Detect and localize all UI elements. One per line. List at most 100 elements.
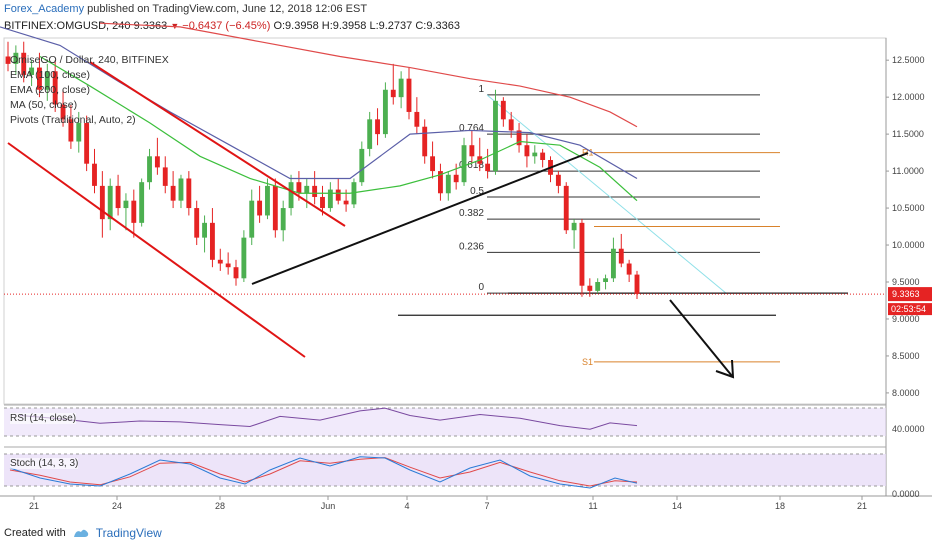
candle-body: [84, 123, 90, 164]
forecast-arrow-head: [715, 359, 735, 379]
candle-body: [272, 185, 278, 231]
candle-body: [438, 171, 443, 194]
candle-body: [265, 185, 270, 216]
tradingview-brand-link[interactable]: TradingView: [95, 526, 162, 540]
forecast-arrow-line: [669, 299, 733, 377]
price-tick-label: 8.0000: [892, 388, 920, 398]
candle-body: [99, 185, 105, 220]
ascending-trendline: [251, 152, 589, 285]
candle-body: [37, 67, 42, 90]
created-with-text: Created with: [4, 527, 66, 539]
fib-level-label: 0.382: [459, 208, 484, 219]
candle-body: [571, 222, 577, 231]
candle-body: [68, 119, 74, 142]
fib-level-label: 0: [478, 282, 484, 293]
fib-level-label: 0.618: [459, 160, 484, 171]
candle-body: [304, 185, 310, 194]
time-tick-label: 11: [588, 501, 597, 511]
drawings: [7, 61, 735, 379]
candle-body: [555, 174, 561, 186]
candle-body: [579, 222, 585, 286]
candle-body: [44, 71, 50, 90]
axes: 12.500012.000011.500011.000010.500010.00…: [29, 55, 932, 511]
author-link[interactable]: Forex_Academy: [4, 3, 85, 15]
price-tick-label: 8.5000: [892, 351, 920, 361]
candle-body: [92, 163, 97, 186]
oscillators: [4, 404, 886, 489]
candle-body: [76, 123, 82, 142]
candle-body: [154, 156, 160, 168]
candlesticks: [5, 41, 640, 300]
candle-body: [540, 152, 546, 160]
stoch-band: [4, 454, 886, 486]
down-arrow-icon: ▼: [170, 21, 180, 31]
price-tick-label: 11.5000: [892, 129, 924, 139]
candle-body: [52, 71, 58, 105]
candle-body: [430, 156, 436, 172]
candle-body: [461, 145, 467, 183]
candle-body: [343, 200, 349, 205]
candle-body: [288, 182, 294, 209]
candle-body: [194, 208, 200, 238]
candle-body: [595, 282, 601, 291]
last-price-tag: 9.3363: [892, 289, 920, 299]
candle-body: [296, 182, 302, 194]
candle-body: [29, 67, 35, 75]
time-tick-label: 21: [857, 501, 867, 511]
candle-body: [162, 167, 168, 186]
ma50-line: [39, 55, 638, 202]
candle-body: [524, 145, 530, 157]
candle-body: [60, 104, 66, 120]
candle-body: [367, 119, 373, 149]
price-tick-label: 11.0000: [892, 166, 924, 176]
candle-body: [335, 189, 341, 201]
channel-upper-line: [89, 61, 346, 227]
legend-ma50[interactable]: MA (50, close): [10, 99, 78, 111]
candle-body: [147, 156, 152, 183]
stoch-label[interactable]: Stoch (14, 3, 3): [10, 458, 79, 469]
candle-body: [532, 152, 538, 157]
rsi-band: [4, 408, 886, 436]
candle-body: [563, 185, 569, 231]
symbol-name: BITFINEX:OMGUSD, 240: [4, 20, 131, 32]
candle-body: [249, 200, 255, 238]
stoch-tick-label: 0.0000: [892, 489, 920, 499]
candle-body: [359, 148, 365, 183]
candle-body: [202, 222, 207, 238]
time-tick-label: 21: [29, 501, 39, 511]
candle-body: [445, 174, 451, 194]
candle-body: [453, 174, 459, 183]
legend-ema100[interactable]: EMA (100, close): [10, 69, 90, 81]
time-tick-label: 7: [484, 501, 489, 511]
price-tick-label: 12.0000: [892, 92, 925, 102]
channel-lower-line: [7, 142, 306, 358]
legend-pivots[interactable]: Pivots (Traditional, Auto, 2): [10, 114, 136, 126]
candle-body: [13, 52, 19, 64]
time-tick-label: 14: [672, 501, 682, 511]
rsi-line: [19, 407, 638, 430]
candle-body: [225, 263, 231, 268]
last-price-tag-bg: [888, 287, 932, 302]
published-text: published on TradingView.com, June 12, 2…: [87, 3, 368, 15]
price-change: −0.6437 (−6.45%): [182, 20, 271, 32]
candle-body: [406, 78, 412, 112]
candle-body: [634, 274, 640, 294]
candle-body: [131, 200, 137, 223]
candle-body: [626, 263, 632, 275]
candle-body: [139, 182, 145, 223]
candle-body: [603, 278, 608, 282]
fib-level-label: 0.764: [459, 123, 484, 134]
rsi-label[interactable]: RSI (14, close): [10, 413, 77, 424]
countdown-tag-bg: [888, 303, 932, 316]
candle-body: [217, 259, 223, 264]
candle-body: [618, 248, 624, 264]
candle-body: [209, 222, 215, 260]
candle-body: [508, 119, 514, 131]
pivot-label: S1: [582, 357, 593, 367]
indicator-lines: [0, 22, 638, 202]
fib-trend-line: [486, 94, 727, 294]
legend-title: OmiseGO / Dollar, 240, BITFINEX: [10, 54, 169, 66]
legend-ema200[interactable]: EMA (200, close): [10, 84, 90, 96]
candle-body: [327, 189, 333, 209]
